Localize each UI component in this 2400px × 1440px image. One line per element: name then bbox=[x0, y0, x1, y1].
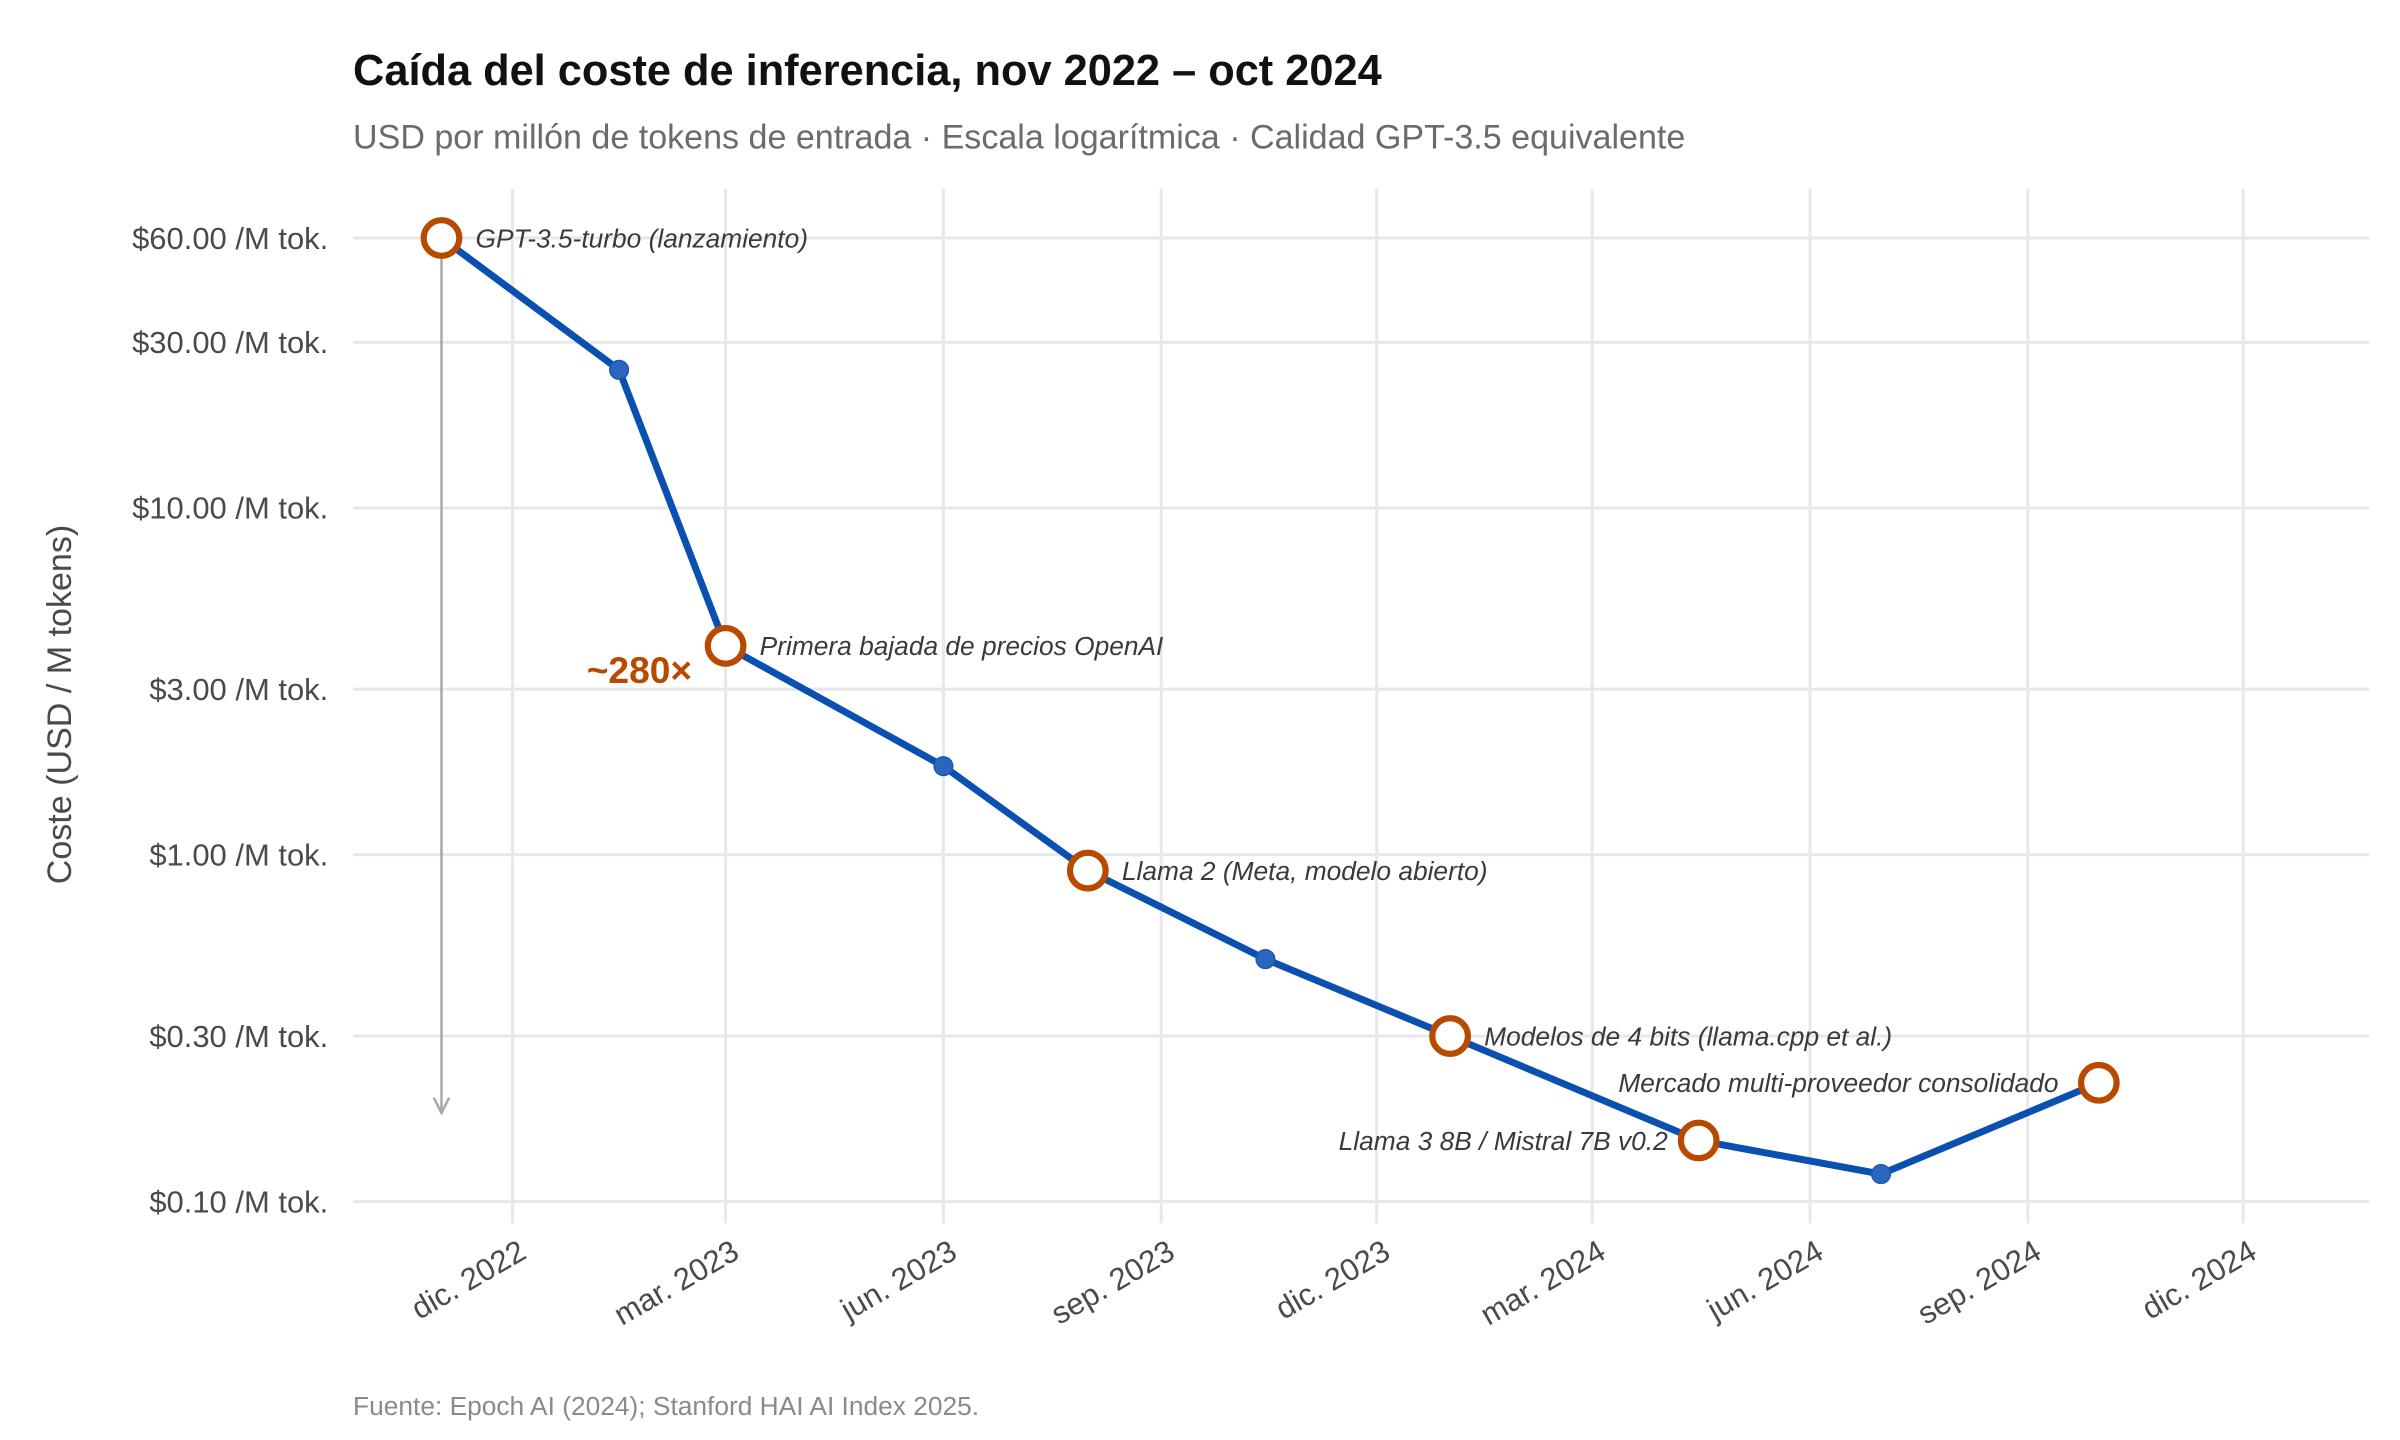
x-tick-label: jun. 2024 bbox=[1700, 1233, 1829, 1327]
milestone-label: Primera bajada de precios OpenAI bbox=[760, 631, 1164, 661]
caption: Fuente: Epoch AI (2024); Stanford HAI AI… bbox=[353, 1391, 979, 1421]
x-tick-label: mar. 2023 bbox=[608, 1233, 745, 1332]
milestone-marker bbox=[1429, 1015, 1471, 1057]
chart-subtitle: USD por millón de tokens de entrada · Es… bbox=[353, 119, 1685, 157]
y-tick-label: $60.00 /M tok. bbox=[132, 221, 328, 256]
data-point bbox=[1870, 1164, 1892, 1185]
x-tick-label: sep. 2024 bbox=[1912, 1233, 2047, 1331]
x-tick-label: jun. 2023 bbox=[834, 1233, 963, 1327]
milestone-label: Llama 2 (Meta, modelo abierto) bbox=[1122, 856, 1488, 886]
data-point bbox=[608, 359, 630, 380]
grid bbox=[353, 188, 2370, 1224]
cost-line bbox=[439, 235, 2101, 1178]
milestone-marker bbox=[2077, 1061, 2120, 1104]
chart-title: Caída del coste de inferencia, nov 2022 … bbox=[353, 47, 1382, 95]
x-axis: dic. 2022 mar. 2023 jun. 2023 sep. 2023 dic.… bbox=[405, 1233, 2262, 1332]
x-tick-label: dic. 2022 bbox=[405, 1233, 531, 1326]
milestone-label: Mercado multi-proveedor consolidado bbox=[1618, 1068, 2058, 1098]
milestone-label: Modelos de 4 bits (llama.cpp et al.) bbox=[1484, 1021, 1892, 1051]
milestone-marker bbox=[704, 624, 747, 667]
y-tick-label: $0.30 /M tok. bbox=[149, 1019, 328, 1054]
y-tick-label: $1.00 /M tok. bbox=[149, 838, 328, 873]
milestone-label: GPT-3.5-turbo (lanzamiento) bbox=[476, 223, 808, 253]
x-tick-label: dic. 2023 bbox=[1269, 1233, 1395, 1326]
reduction-arrow bbox=[432, 235, 451, 1116]
milestone-marker bbox=[1066, 849, 1109, 892]
x-tick-label: mar. 2024 bbox=[1474, 1233, 1611, 1332]
y-tick-label: $3.00 /M tok. bbox=[149, 672, 328, 707]
y-axis-title: Coste (USD / M tokens) bbox=[41, 525, 79, 884]
milestone-label: Llama 3 8B / Mistral 7B v0.2 bbox=[1339, 1126, 1668, 1156]
reduction-factor-label: ~280× bbox=[587, 649, 692, 691]
milestone-marker bbox=[1677, 1119, 1720, 1162]
y-axis: $60.00 /M tok. $30.00 /M tok. $10.00 /M to… bbox=[132, 221, 328, 1220]
series-line: GPT-3.5-turbo (lanzamiento) Primera bajad… bbox=[420, 217, 2120, 1185]
data-point bbox=[1255, 949, 1276, 970]
y-tick-label: $10.00 /M tok. bbox=[132, 491, 328, 526]
milestone-marker bbox=[420, 217, 463, 259]
y-tick-label: $0.10 /M tok. bbox=[149, 1184, 328, 1219]
x-tick-label: sep. 2023 bbox=[1045, 1233, 1180, 1331]
arrow-head-down bbox=[432, 1096, 451, 1116]
data-point bbox=[933, 756, 954, 777]
x-tick-label: dic. 2024 bbox=[2136, 1233, 2262, 1326]
y-tick-label: $30.00 /M tok. bbox=[132, 325, 328, 360]
